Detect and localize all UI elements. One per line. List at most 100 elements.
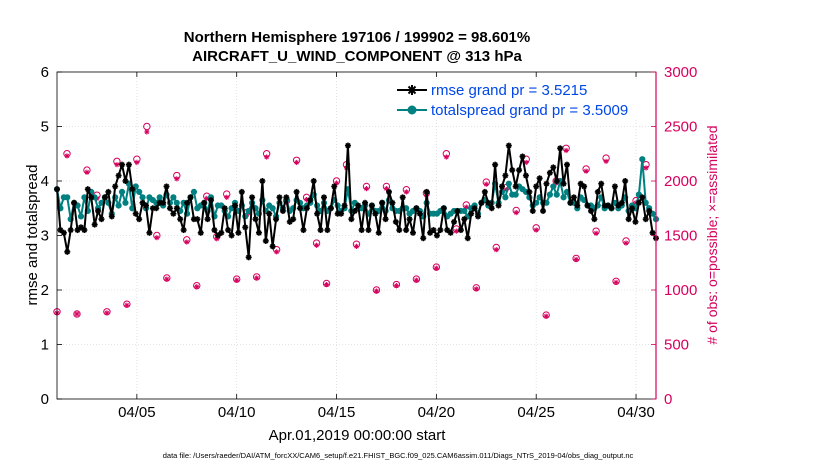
rmse-point (252, 216, 259, 223)
rmse-point (101, 194, 108, 201)
obs-assimilated-marker (74, 311, 80, 317)
rmse-point (314, 210, 321, 217)
rmse-point (310, 178, 317, 184)
obs-assimilated-marker (84, 169, 90, 175)
rmse-point (509, 167, 516, 174)
y-tick-label: 4 (41, 173, 49, 190)
obs-assimilated-marker (194, 284, 200, 290)
totalspread-point (269, 205, 276, 212)
x-tick-label: 04/15 (318, 404, 356, 421)
obs-assimilated-marker (573, 256, 579, 263)
rmse-point (632, 218, 639, 225)
rmse-point (105, 188, 112, 195)
obs-assimilated-marker (583, 168, 589, 174)
obs-assimilated-marker (493, 247, 499, 253)
rmse-point (492, 161, 499, 168)
chart-subtitle: AIRCRAFT_U_WIND_COMPONENT @ 313 hPa (192, 48, 522, 65)
rmse-point (238, 188, 245, 195)
obs-assimilated-marker (623, 240, 629, 246)
rmse-point (119, 161, 126, 168)
totalspread-point (505, 180, 512, 187)
rmse-point (177, 216, 184, 223)
rmse-point (228, 232, 235, 239)
y-tick-label: 1 (41, 337, 49, 354)
totalspread-point (553, 191, 560, 198)
legend: rmse grand pr = 3.5215 totalspread grand… (392, 80, 650, 120)
obs-assimilated-marker (144, 129, 150, 135)
rmse-point (430, 227, 437, 234)
rmse-point (519, 153, 526, 160)
rmse-point (550, 164, 557, 171)
rmse-point (297, 205, 304, 212)
rmse-point (98, 216, 105, 223)
totalspread-point (173, 199, 180, 206)
obs-assimilated-marker (533, 227, 539, 233)
x-axis: 04/05 04/10 04/15 04/20 04/25 04/30 (118, 72, 655, 421)
rmse-point (317, 227, 324, 234)
rmse-point (536, 175, 543, 182)
totalspread-point (64, 194, 71, 201)
rmse-point (403, 227, 410, 234)
rmse-point (221, 205, 228, 212)
x-tick-label: 04/20 (418, 404, 456, 421)
obs-assimilated-marker (453, 228, 459, 234)
totalspread-point (170, 194, 177, 201)
obs-assimilated-marker (643, 165, 649, 171)
rmse-point (598, 180, 605, 187)
totalspread-point (136, 188, 143, 195)
rmse-point (570, 194, 577, 201)
rmse-point (279, 207, 286, 214)
rmse-point (382, 216, 389, 223)
obs-assimilated-marker (473, 286, 479, 292)
totalspread-point (502, 194, 509, 201)
rmse-point (512, 183, 519, 190)
rmse-point (498, 183, 505, 190)
rmse-point (320, 194, 327, 201)
rmse-point (646, 207, 653, 214)
rmse-point (629, 205, 636, 212)
rmse-point (194, 216, 201, 223)
y2-tick-label: 1000 (664, 282, 697, 299)
rmse-point (399, 194, 406, 201)
rmse-point (139, 199, 146, 206)
obs-assimilated-marker (294, 159, 300, 166)
rmse-point (132, 210, 139, 217)
rmse-point (201, 199, 208, 206)
legend-label-rmse: rmse grand pr = 3.5215 (431, 82, 587, 99)
rmse-point (218, 229, 225, 236)
rmse-point (461, 216, 468, 223)
rmse-point (365, 227, 372, 234)
rmse-point (386, 188, 393, 195)
rmse-point (235, 229, 242, 236)
obs-assimilated-marker (593, 230, 599, 236)
rmse-point (60, 229, 67, 236)
rmse-point (283, 194, 290, 201)
rmse-point (348, 216, 355, 223)
rmse-point (587, 207, 594, 214)
rmse-point (341, 202, 348, 209)
rmse-point (635, 199, 642, 206)
rmse-point (358, 227, 365, 234)
obs-assimilated-marker (413, 277, 419, 283)
rmse-point (355, 202, 362, 209)
rmse-point (427, 229, 434, 236)
totalspread-point (115, 202, 122, 209)
legend-label-spread: totalspread grand pr = 3.5009 (431, 102, 628, 119)
obs-assimilated-marker (613, 279, 619, 285)
rmse-point (485, 199, 492, 206)
x-tick-label: 04/10 (218, 404, 256, 421)
plot-area-frame (56, 71, 657, 400)
rmse-point (409, 229, 416, 236)
obs-assimilated-marker (403, 189, 410, 195)
rmse-point (433, 232, 440, 239)
rmse-point (416, 210, 423, 217)
totalspread-point (550, 183, 557, 190)
rmse-point (208, 197, 215, 204)
rmse-point (146, 229, 153, 236)
obs-assimilated-marker (603, 158, 609, 164)
rmse-point (642, 216, 649, 223)
rmse-point (423, 188, 430, 195)
obs-assimilated-marker (363, 186, 370, 192)
rmse-point (594, 188, 601, 195)
y-tick-label: 6 (41, 64, 49, 81)
